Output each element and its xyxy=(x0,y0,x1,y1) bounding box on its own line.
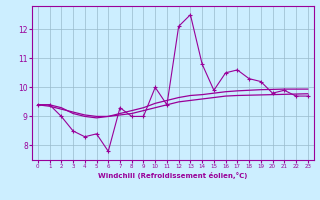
X-axis label: Windchill (Refroidissement éolien,°C): Windchill (Refroidissement éolien,°C) xyxy=(98,172,247,179)
